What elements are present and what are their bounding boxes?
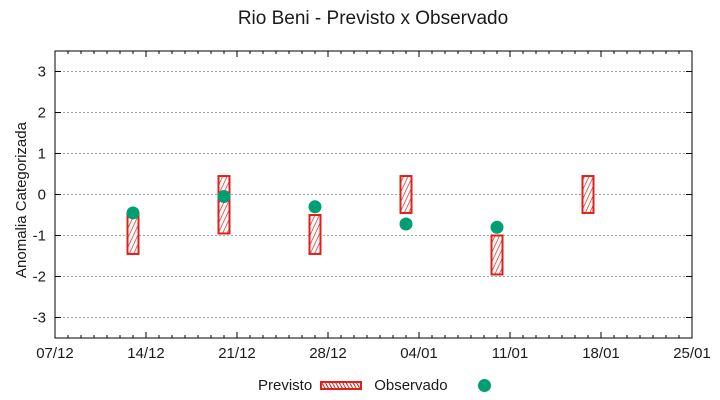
observado-point	[399, 217, 413, 231]
observado-point	[490, 220, 504, 234]
observado-point	[126, 206, 140, 220]
previsto-box	[490, 234, 504, 276]
legend-previsto-swatch	[320, 381, 363, 390]
y-tick-label: 1	[38, 146, 46, 163]
previsto-box	[399, 175, 413, 214]
y-tick-label: -1	[33, 228, 46, 245]
observado-point	[308, 200, 322, 214]
y-tick-label: 2	[38, 105, 46, 122]
grid-lines	[55, 71, 692, 318]
y-tick-label: -3	[33, 310, 46, 327]
previsto-box	[581, 175, 595, 214]
observado-point	[217, 190, 231, 204]
y-tick-label: 0	[38, 187, 46, 204]
x-tick-label: 21/12	[218, 345, 256, 362]
x-tick-label: 04/01	[400, 345, 438, 362]
previsto-box	[308, 214, 322, 255]
x-tick-label: 14/12	[127, 345, 165, 362]
legend-observado-marker	[477, 379, 491, 392]
observado-series	[126, 190, 504, 234]
x-tick-label: 11/01	[492, 345, 528, 362]
legend-previsto-label: Previsto	[258, 377, 313, 394]
legend-observado-label: Observado	[374, 377, 448, 394]
chart-title: Rio Beni - Previsto x Observado	[237, 8, 509, 29]
x-axis-ticks: 07/12 14/12 21/12 28/12 04/01 11/01 18/01 25/01	[36, 51, 711, 362]
y-tick-label: 3	[38, 64, 46, 81]
previsto-box	[217, 175, 231, 235]
y-tick-label: -2	[33, 269, 46, 286]
previsto-series	[126, 175, 595, 276]
legend: Previsto Observado	[258, 377, 491, 394]
x-tick-label: 25/01	[673, 345, 711, 362]
x-tick-label: 18/01	[582, 345, 620, 362]
y-axis-ticks: 3 2 1 0 -1 -2 -3	[33, 64, 692, 327]
x-tick-label: 28/12	[309, 345, 347, 362]
y-axis-label: Anomalia Categorizada	[13, 121, 30, 278]
x-tick-label: 07/12	[36, 345, 74, 362]
